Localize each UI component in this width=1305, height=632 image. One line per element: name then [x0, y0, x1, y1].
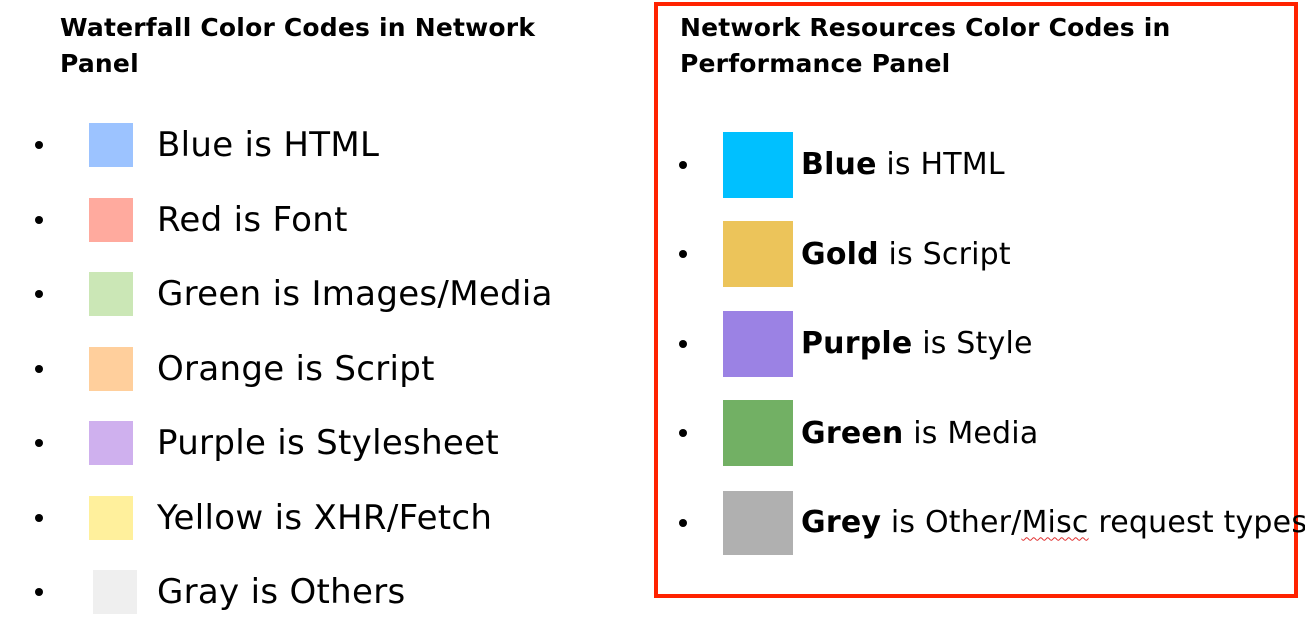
list-item-label: Red is Font — [157, 199, 348, 240]
color-swatch — [723, 310, 793, 377]
list-item-label: Gray is Others — [157, 572, 406, 613]
bullet-icon — [679, 160, 687, 169]
list-item: Blue is HTML — [30, 108, 553, 183]
bullet-icon — [35, 290, 43, 299]
color-swatch — [93, 570, 137, 615]
label-rest: is Script — [878, 236, 1011, 272]
bullet-icon — [35, 439, 43, 448]
list-item: Green is Images/Media — [30, 257, 553, 332]
label-rest: request types — [1088, 505, 1305, 541]
list-item: Orange is Script — [30, 332, 553, 407]
waterfall-color-list: Blue is HTML Red is Font Green is Images… — [30, 108, 553, 630]
right-panel-title: Network Resources Color Codes in Perform… — [680, 13, 1171, 78]
color-word: Purple — [801, 326, 913, 362]
list-item-label: Yellow is XHR/Fetch — [157, 497, 493, 538]
color-swatch — [89, 197, 133, 242]
bullet-icon — [679, 429, 687, 438]
bullet-icon — [679, 250, 687, 259]
color-word: Gold — [801, 236, 879, 272]
spellcheck-word: Misc — [1021, 505, 1089, 541]
performance-color-list: Blue is HTML Gold is Script Purple is St… — [675, 120, 1305, 568]
list-item-label: Purple is Stylesheet — [157, 423, 499, 464]
label-rest: is Other/ — [881, 505, 1022, 541]
list-item: Gray is Others — [30, 555, 553, 630]
list-item: Grey is Other/Misc request types — [675, 478, 1305, 568]
bullet-icon — [35, 513, 43, 522]
left-panel-title: Waterfall Color Codes in Network Panel — [60, 13, 536, 78]
list-item: Gold is Script — [675, 210, 1305, 300]
bullet-icon — [35, 364, 43, 373]
color-swatch — [723, 490, 793, 555]
highlight-box — [654, 2, 1298, 598]
bullet-icon — [35, 588, 43, 597]
list-item-label: Green is Images/Media — [157, 274, 553, 315]
list-item: Purple is Stylesheet — [30, 406, 553, 481]
bullet-icon — [679, 518, 687, 527]
label-rest: is Style — [912, 326, 1033, 362]
list-item-label: Green is Media — [801, 416, 1038, 451]
color-swatch — [89, 123, 133, 168]
list-item-label: Orange is Script — [157, 348, 435, 389]
list-item-label: Grey is Other/Misc request types — [801, 505, 1305, 540]
label-rest: is HTML — [876, 147, 1005, 183]
list-item: Purple is Style — [675, 299, 1305, 389]
list-item: Red is Font — [30, 183, 553, 258]
color-swatch — [723, 400, 793, 467]
list-item-label: Blue is HTML — [801, 147, 1005, 182]
color-swatch — [723, 131, 793, 198]
list-item: Yellow is XHR/Fetch — [30, 481, 553, 556]
color-word: Blue — [801, 147, 877, 183]
list-item: Green is Media — [675, 389, 1305, 479]
list-item-label: Purple is Style — [801, 326, 1033, 361]
bullet-icon — [35, 141, 43, 150]
bullet-icon — [679, 339, 687, 348]
color-word: Grey — [801, 505, 882, 541]
color-swatch — [89, 495, 133, 540]
color-word: Green — [801, 415, 904, 451]
color-swatch — [89, 272, 133, 317]
list-item-label: Gold is Script — [801, 237, 1011, 272]
color-swatch — [723, 221, 793, 288]
bullet-icon — [35, 215, 43, 224]
label-rest: is Media — [903, 415, 1039, 451]
color-swatch — [89, 421, 133, 466]
color-swatch — [89, 346, 133, 391]
list-item: Blue is HTML — [675, 120, 1305, 210]
list-item-label: Blue is HTML — [157, 125, 380, 166]
